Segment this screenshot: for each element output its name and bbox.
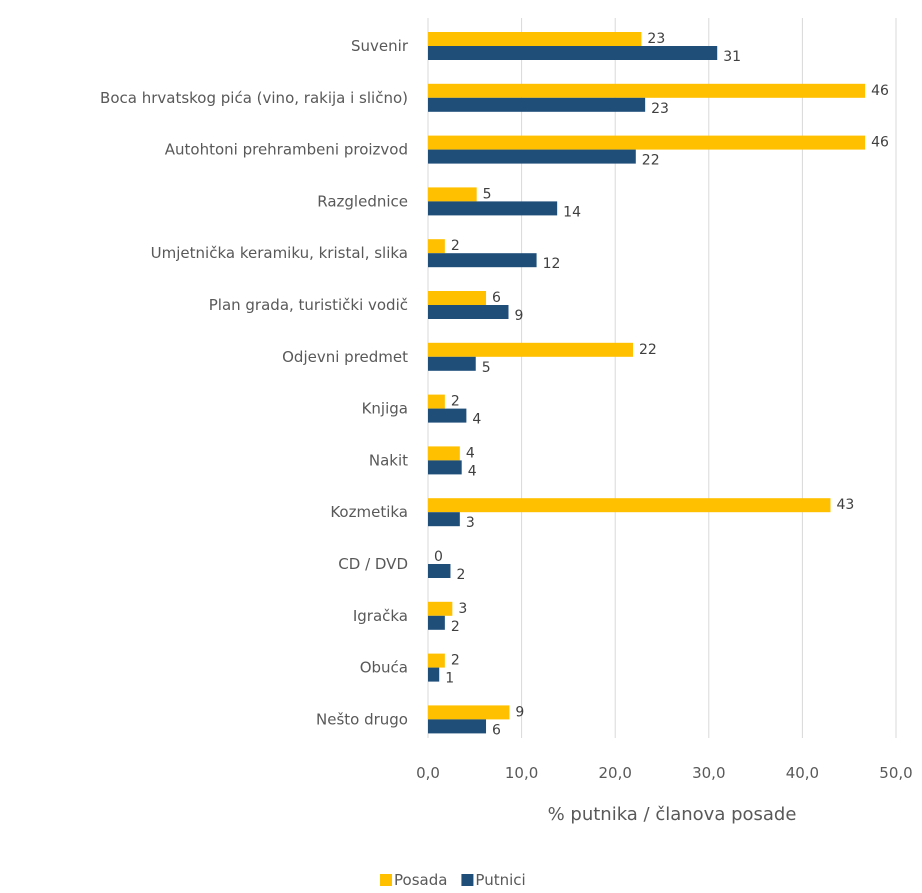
bar-putnici xyxy=(428,201,558,216)
data-label-posada: 2 xyxy=(451,653,460,669)
bar-posada xyxy=(428,394,445,409)
data-label-putnici: 6 xyxy=(492,722,501,738)
category-label: Plan grada, turistički vodič xyxy=(209,296,408,314)
bar-posada xyxy=(428,187,477,202)
category-label: Suvenir xyxy=(351,37,409,55)
data-label-putnici: 3 xyxy=(466,515,475,531)
bar-posada xyxy=(428,446,460,461)
category-label: Knjiga xyxy=(362,400,408,418)
data-label-posada: 46 xyxy=(871,83,889,99)
bars xyxy=(428,32,866,734)
bar-posada xyxy=(428,83,866,98)
bar-putnici xyxy=(428,97,646,112)
data-label-putnici: 2 xyxy=(456,567,465,583)
data-label-putnici: 4 xyxy=(472,412,481,428)
bar-posada xyxy=(428,705,510,720)
bar-posada xyxy=(428,32,642,46)
bar-putnici xyxy=(428,305,509,319)
x-axis-title: % putnika / članova posade xyxy=(548,804,797,825)
data-label-posada: 9 xyxy=(515,704,524,720)
data-label-putnici: 12 xyxy=(543,256,561,272)
bar-posada xyxy=(428,498,831,513)
data-label-putnici: 23 xyxy=(651,101,669,117)
bar-putnici xyxy=(428,46,718,60)
data-label-putnici: 2 xyxy=(451,619,460,635)
data-label-posada: 5 xyxy=(483,186,492,202)
bar-putnici xyxy=(428,460,462,475)
category-label: Kozmetika xyxy=(330,503,408,521)
data-label-posada: 46 xyxy=(871,135,889,151)
bar-putnici xyxy=(428,564,451,578)
x-tick-label: 10,0 xyxy=(505,764,538,782)
bar-putnici xyxy=(428,615,445,630)
x-tick-label: 50,0 xyxy=(879,764,912,782)
data-label-posada: 3 xyxy=(458,601,467,617)
data-label-putnici: 9 xyxy=(514,308,523,324)
bar-posada xyxy=(428,342,633,357)
legend-label-putnici: Putnici xyxy=(475,871,525,889)
data-label-putnici: 14 xyxy=(563,204,581,220)
category-label: Razglednice xyxy=(317,192,408,210)
data-label-posada: 0 xyxy=(434,549,443,565)
gridlines xyxy=(427,18,897,738)
legend-swatch-posada xyxy=(380,874,392,886)
x-tick-label: 30,0 xyxy=(692,764,725,782)
data-label-posada: 2 xyxy=(451,394,460,410)
category-label: Umjetnička keramiku, kristal, slika xyxy=(151,244,408,262)
data-label-posada: 22 xyxy=(639,342,657,358)
data-label-posada: 4 xyxy=(466,445,475,461)
bar-putnici xyxy=(428,667,440,682)
data-label-putnici: 31 xyxy=(723,49,741,65)
bar-posada xyxy=(428,653,445,668)
data-label-putnici: 4 xyxy=(468,463,477,479)
bar-putnici xyxy=(428,408,467,423)
data-label-putnici: 22 xyxy=(642,153,660,169)
bar-putnici xyxy=(428,356,476,371)
category-label: Autohtoni prehrambeni proizvod xyxy=(165,141,408,159)
data-label-posada: 2 xyxy=(451,238,460,254)
bar-posada xyxy=(428,291,487,305)
category-label: Obuća xyxy=(360,659,408,677)
data-label-posada: 43 xyxy=(836,497,854,513)
bar-posada xyxy=(428,135,866,150)
category-label: CD / DVD xyxy=(338,555,408,573)
category-label: Boca hrvatskog pića (vino, rakija i slič… xyxy=(100,89,408,107)
legend-label-posada: Posada xyxy=(394,871,447,889)
data-label-posada: 23 xyxy=(647,31,665,47)
x-tick-label: 40,0 xyxy=(786,764,819,782)
category-label: Nakit xyxy=(369,451,408,469)
category-label: Nešto drugo xyxy=(316,710,408,728)
data-label-posada: 6 xyxy=(492,290,501,306)
bar-putnici xyxy=(428,149,636,164)
legend: Posada Putnici xyxy=(380,871,526,889)
x-tick-label: 0,0 xyxy=(416,764,440,782)
bar-posada xyxy=(428,239,445,254)
x-tick-label: 20,0 xyxy=(598,764,631,782)
category-label: Odjevni predmet xyxy=(282,348,408,366)
x-tick-labels: 0,0 10,0 20,0 30,0 40,0 50,0 xyxy=(416,764,913,782)
data-label-putnici: 1 xyxy=(445,671,454,687)
bar-putnici xyxy=(428,719,487,734)
bar-posada xyxy=(428,601,453,616)
category-labels: Suvenir Boca hrvatskog pića (vino, rakija… xyxy=(100,37,409,728)
legend-swatch-putnici xyxy=(461,874,474,886)
bar-putnici xyxy=(428,512,460,527)
category-label: Igračka xyxy=(353,607,408,625)
bar-putnici xyxy=(428,253,537,268)
data-label-putnici: 5 xyxy=(482,360,491,376)
